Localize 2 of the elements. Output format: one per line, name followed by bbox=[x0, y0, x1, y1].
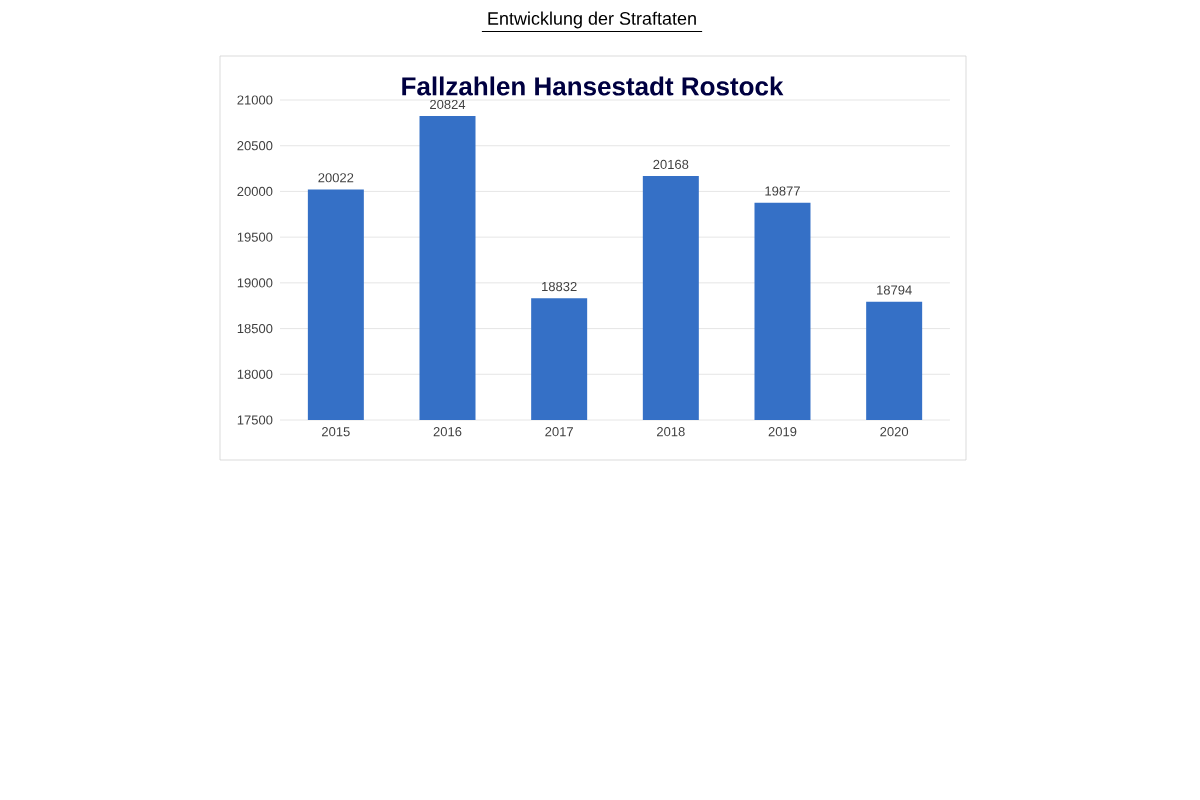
chart-subtitle: Fallzahlen Hansestadt Rostock bbox=[402, 76, 784, 96]
chart-title: Entwicklung der Straftaten bbox=[488, 11, 696, 29]
